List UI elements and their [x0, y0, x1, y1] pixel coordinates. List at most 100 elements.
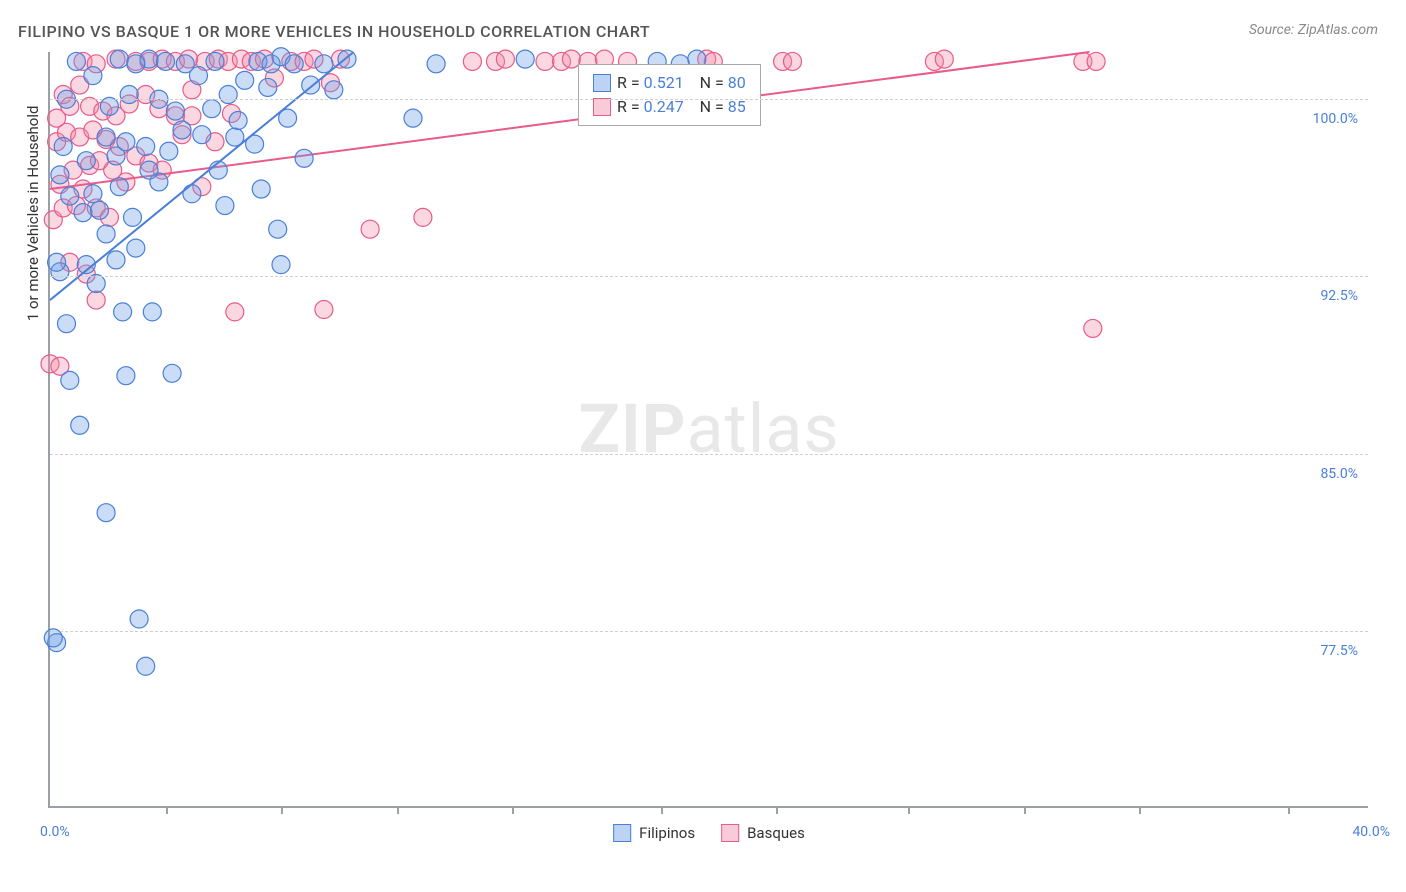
x-tick — [1024, 806, 1026, 814]
data-point — [130, 610, 148, 628]
data-point — [110, 50, 128, 68]
data-point — [269, 220, 287, 238]
swatch-pink-icon — [593, 98, 611, 116]
source-attribution: Source: ZipAtlas.com — [1249, 22, 1378, 38]
gridline-h — [50, 99, 1368, 100]
y-tick-label: 92.5% — [1320, 288, 1358, 304]
data-point — [97, 225, 115, 243]
x-axis-max-label: 40.0% — [1352, 824, 1390, 840]
data-point — [84, 67, 102, 85]
x-tick — [1288, 806, 1290, 814]
y-axis-title: 1 or more Vehicles in Household — [24, 106, 42, 322]
data-point — [536, 52, 554, 70]
data-point — [48, 253, 66, 271]
x-tick — [397, 806, 399, 814]
series-legend: Filipinos Basques — [613, 824, 805, 842]
data-point — [414, 208, 432, 226]
plot-area: 1 or more Vehicles in Household ZIPatlas… — [48, 52, 1368, 808]
x-tick — [776, 806, 778, 814]
data-point — [91, 201, 109, 219]
gridline-h — [50, 276, 1368, 277]
n-prefix: N = — [700, 73, 728, 92]
data-point — [67, 52, 85, 70]
data-point — [427, 55, 445, 73]
data-point — [114, 303, 132, 321]
data-point — [206, 52, 224, 70]
data-point — [137, 657, 155, 675]
data-point — [163, 364, 181, 382]
gridline-h — [50, 454, 1368, 455]
data-point — [325, 81, 343, 99]
r-value-filipinos: 0.521 — [644, 73, 684, 92]
data-point — [97, 504, 115, 522]
data-point — [361, 220, 379, 238]
y-tick-label: 100.0% — [1313, 111, 1358, 127]
data-point — [87, 291, 105, 309]
data-point — [84, 185, 102, 203]
data-point — [74, 204, 92, 222]
data-point — [157, 52, 175, 70]
data-point — [124, 208, 142, 226]
data-point — [784, 52, 802, 70]
x-axis-min-label: 0.0% — [40, 824, 70, 840]
legend-label-basques: Basques — [747, 824, 805, 842]
legend-label-filipinos: Filipinos — [639, 824, 695, 842]
data-point — [219, 86, 237, 104]
r-prefix: R = — [617, 73, 644, 92]
data-point — [285, 55, 303, 73]
data-point — [127, 239, 145, 257]
y-tick-label: 77.5% — [1320, 643, 1358, 659]
stats-row-filipinos: R = 0.521 N = 80 — [593, 71, 746, 95]
data-point — [54, 138, 72, 156]
data-point — [120, 86, 138, 104]
data-point — [117, 133, 135, 151]
data-point — [173, 121, 191, 139]
data-point — [404, 109, 422, 127]
data-point — [58, 315, 76, 333]
data-point — [137, 138, 155, 156]
swatch-blue-icon — [613, 824, 631, 842]
data-point — [127, 55, 145, 73]
stats-legend: R = 0.521 N = 80 R = 0.247 N = 85 — [578, 64, 761, 126]
data-point — [51, 166, 69, 184]
data-point — [203, 100, 221, 118]
data-point — [315, 301, 333, 319]
data-point — [183, 185, 201, 203]
x-tick — [1139, 806, 1141, 814]
data-point — [97, 128, 115, 146]
data-point — [463, 52, 481, 70]
chart-title: FILIPINO VS BASQUE 1 OR MORE VEHICLES IN… — [18, 22, 650, 41]
data-point — [516, 50, 534, 68]
x-tick — [661, 806, 663, 814]
x-tick — [512, 806, 514, 814]
x-tick — [166, 806, 168, 814]
data-point — [1087, 52, 1105, 70]
x-tick — [908, 806, 910, 814]
data-point — [160, 142, 178, 160]
legend-item-basques: Basques — [721, 824, 805, 842]
plot-svg — [50, 52, 1368, 806]
data-point — [190, 67, 208, 85]
data-point — [77, 152, 95, 170]
data-point — [143, 303, 161, 321]
data-point — [259, 78, 277, 96]
trend-line — [50, 52, 354, 300]
data-point — [117, 367, 135, 385]
data-point — [226, 303, 244, 321]
data-point — [1084, 319, 1102, 337]
swatch-blue-icon — [593, 74, 611, 92]
data-point — [193, 126, 211, 144]
data-point — [71, 416, 89, 434]
chart-container: FILIPINO VS BASQUE 1 OR MORE VEHICLES IN… — [0, 0, 1406, 892]
gridline-h — [50, 631, 1368, 632]
data-point — [272, 256, 290, 274]
data-point — [496, 50, 514, 68]
data-point — [140, 161, 158, 179]
n-value-filipinos: 80 — [728, 73, 746, 92]
data-point — [935, 50, 953, 68]
x-tick — [281, 806, 283, 814]
legend-item-filipinos: Filipinos — [613, 824, 695, 842]
swatch-pink-icon — [721, 824, 739, 842]
data-point — [295, 149, 313, 167]
data-point — [107, 251, 125, 269]
